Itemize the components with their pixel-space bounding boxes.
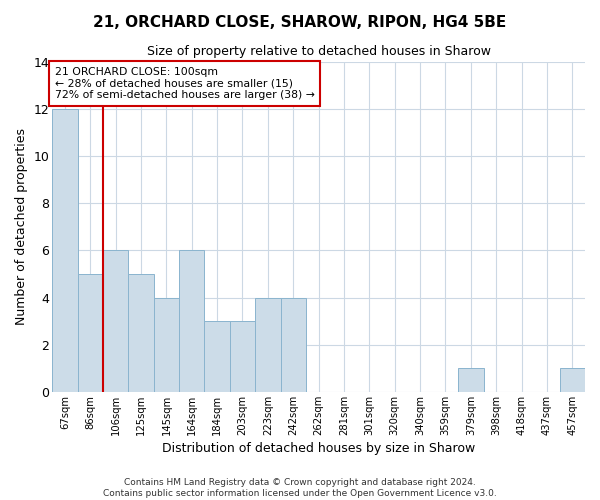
Bar (560, 368, 585, 392)
Text: 21, ORCHARD CLOSE, SHAROW, RIPON, HG4 5BE: 21, ORCHARD CLOSE, SHAROW, RIPON, HG4 5B… (94, 15, 506, 30)
Y-axis label: Number of detached properties: Number of detached properties (15, 128, 28, 326)
Bar (77, 274, 103, 392)
Bar (281, 298, 306, 392)
Bar (255, 298, 281, 392)
Bar (103, 250, 128, 392)
Title: Size of property relative to detached houses in Sharow: Size of property relative to detached ho… (146, 45, 491, 58)
Text: Contains HM Land Registry data © Crown copyright and database right 2024.
Contai: Contains HM Land Registry data © Crown c… (103, 478, 497, 498)
Bar (52, 109, 77, 392)
Bar (230, 321, 255, 392)
X-axis label: Distribution of detached houses by size in Sharow: Distribution of detached houses by size … (162, 442, 475, 455)
Bar (128, 274, 154, 392)
Bar (458, 368, 484, 392)
Bar (205, 321, 230, 392)
Text: 21 ORCHARD CLOSE: 100sqm
← 28% of detached houses are smaller (15)
72% of semi-d: 21 ORCHARD CLOSE: 100sqm ← 28% of detach… (55, 67, 315, 100)
Bar (179, 250, 205, 392)
Bar (154, 298, 179, 392)
